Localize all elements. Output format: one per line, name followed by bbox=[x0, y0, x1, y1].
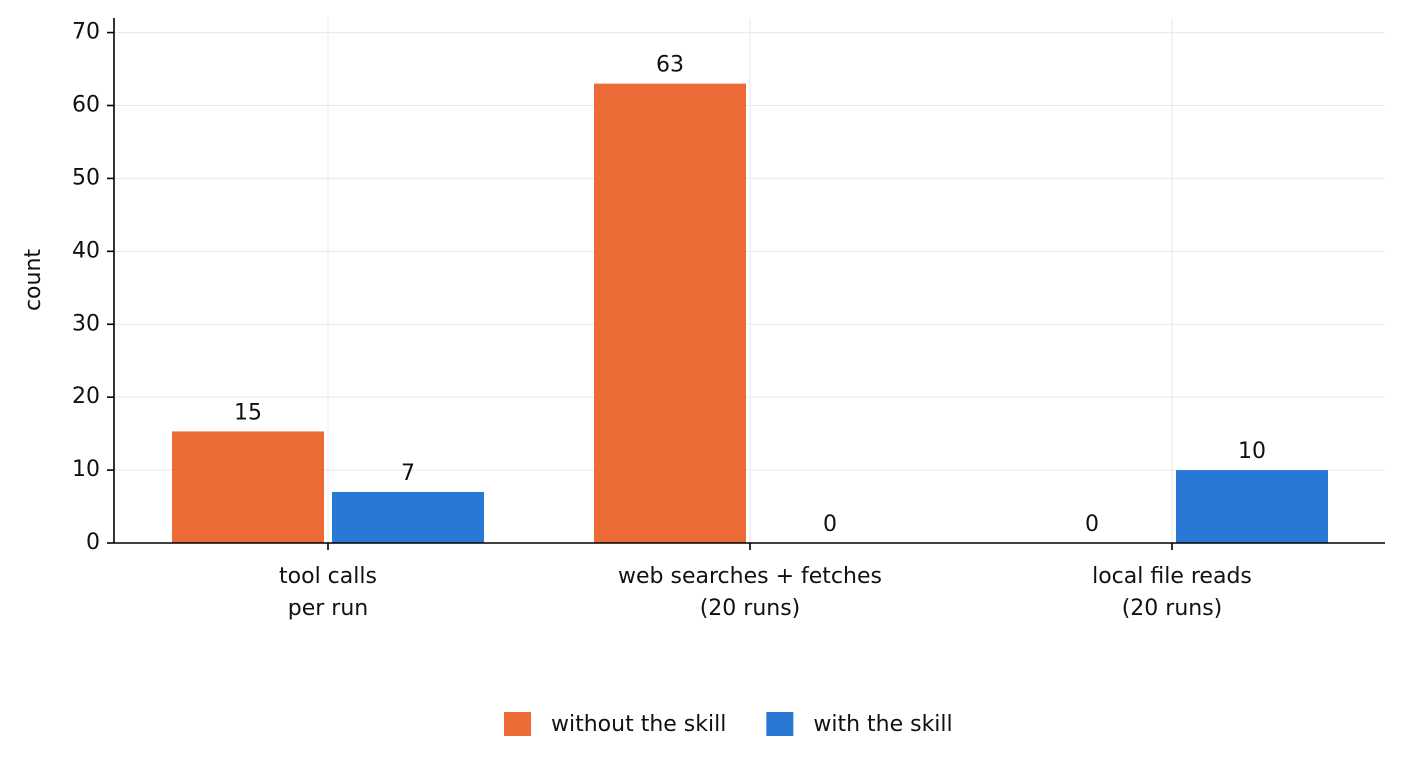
x-tick-label: (20 runs) bbox=[1122, 596, 1223, 621]
value-label: 0 bbox=[1085, 512, 1099, 537]
value-label: 0 bbox=[823, 512, 837, 537]
value-label: 63 bbox=[656, 53, 684, 78]
y-tick-label: 30 bbox=[72, 311, 100, 336]
y-tick-label: 0 bbox=[86, 530, 100, 555]
y-axis-label: count bbox=[21, 249, 46, 311]
y-tick-label: 70 bbox=[72, 20, 100, 45]
x-tick-label: tool calls bbox=[279, 564, 377, 589]
y-tick-label: 20 bbox=[72, 384, 100, 409]
legend-swatch bbox=[504, 712, 531, 736]
bar bbox=[172, 431, 324, 543]
bar bbox=[594, 83, 746, 543]
value-label: 7 bbox=[401, 461, 415, 486]
legend-label: with the skill bbox=[813, 712, 952, 737]
x-tick-label: per run bbox=[288, 596, 368, 621]
x-tick-label: web searches + fetches bbox=[618, 564, 882, 589]
y-tick-label: 50 bbox=[72, 165, 100, 190]
legend-swatch bbox=[766, 712, 794, 736]
bar bbox=[1176, 470, 1328, 543]
y-tick-label: 60 bbox=[72, 93, 100, 118]
y-tick-label: 10 bbox=[72, 457, 100, 482]
x-tick-label: local file reads bbox=[1092, 564, 1252, 589]
x-tick-label: (20 runs) bbox=[700, 596, 801, 621]
bar bbox=[332, 491, 484, 543]
value-label: 10 bbox=[1238, 439, 1266, 464]
y-tick-label: 40 bbox=[72, 238, 100, 263]
value-label: 15 bbox=[234, 400, 262, 425]
legend-label: without the skill bbox=[551, 712, 726, 737]
